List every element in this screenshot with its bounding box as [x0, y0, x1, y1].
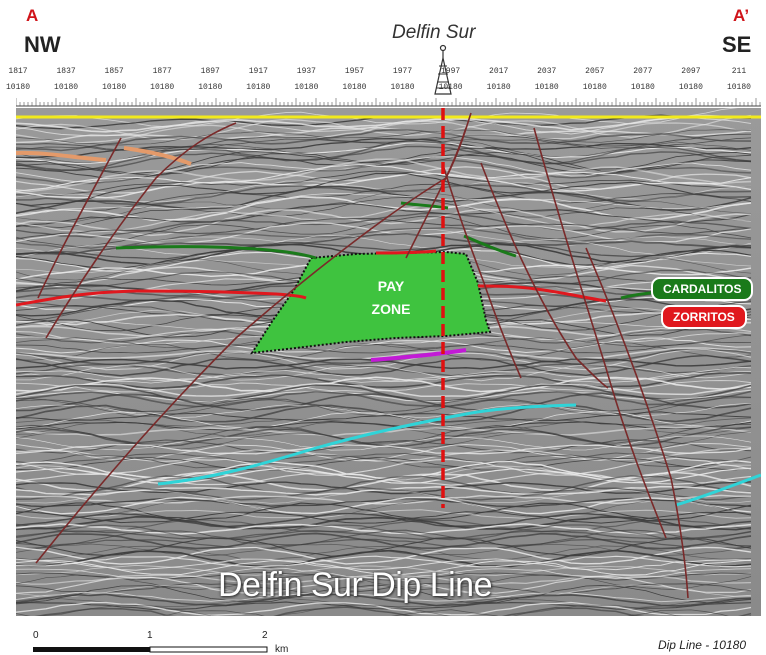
fault-line: [45, 122, 237, 339]
pay-zone-label-line1: PAY: [378, 278, 405, 294]
trace-number: 2097: [681, 67, 701, 76]
line-number: 10180: [294, 83, 319, 92]
line-number: 10180: [534, 83, 559, 92]
zorritos-horizon: [16, 249, 742, 316]
scale-bar: [33, 646, 268, 653]
line-number: 10180: [390, 83, 415, 92]
trace-number: 1877: [152, 67, 172, 76]
dip-line-caption: Dip Line - 10180: [657, 638, 746, 652]
scale-zero-label: 0: [33, 630, 39, 641]
trace-number: 2037: [537, 67, 557, 76]
section-start-label: A: [26, 6, 39, 25]
line-number: 10180: [438, 83, 463, 92]
magenta-horizon: [370, 348, 467, 362]
pay-zone-label-line2: ZONE: [372, 301, 411, 317]
well-derrick-icon: [434, 44, 452, 95]
scale-two-label: 2: [262, 630, 268, 641]
line-number: 10180: [342, 83, 367, 92]
trace-number: 1977: [392, 67, 413, 76]
trace-number: 1857: [104, 67, 124, 76]
line-number: 10180: [630, 83, 655, 92]
direction-se-label: SE: [722, 32, 752, 57]
fault-line: [480, 162, 609, 389]
cardalitos-badge: CARDALITOS: [651, 277, 754, 301]
seismic-section: PAY ZONE: [16, 108, 761, 616]
trace-number: 211: [731, 67, 747, 76]
section-end-label: A’: [733, 6, 750, 25]
direction-nw-label: NW: [24, 32, 61, 57]
trace-number: 1817: [8, 67, 28, 76]
fault-line: [585, 247, 689, 599]
well-title: Delfin Sur: [392, 22, 476, 43]
trace-number: 1837: [56, 67, 76, 76]
fault-line: [405, 127, 467, 259]
trace-number: 1937: [296, 67, 316, 76]
section-overlay-title: Delfin Sur Dip Line: [218, 566, 492, 604]
trace-number: 1917: [248, 67, 268, 76]
fault-line: [37, 137, 122, 299]
cardalitos-horizon: [115, 201, 677, 300]
line-number: 10180: [486, 83, 511, 92]
line-number: 10180: [678, 83, 703, 92]
line-number: 10180: [246, 83, 271, 92]
trace-number: 2077: [633, 67, 653, 76]
line-number: 10180: [5, 83, 31, 92]
trace-number: 2057: [585, 67, 605, 76]
line-number: 10180: [198, 83, 223, 92]
line-number: 10180: [54, 83, 79, 92]
line-number: 10180: [150, 83, 175, 92]
zorritos-badge: ZORRITOS: [661, 305, 747, 329]
cyan-horizon: [157, 403, 761, 507]
shallow-orange-horizon: [16, 146, 192, 166]
fault-lines: [35, 112, 689, 599]
line-number: 10180: [726, 83, 751, 92]
trace-number: 1897: [200, 67, 220, 76]
trace-number: 1997: [440, 67, 461, 76]
trace-number: 1957: [344, 67, 365, 76]
trace-number: 2017: [489, 67, 509, 76]
scale-one-label: 1: [147, 630, 153, 641]
line-number: 10180: [582, 83, 607, 92]
fault-line: [443, 167, 522, 379]
scale-unit-label: km: [275, 644, 289, 655]
line-number: 10180: [102, 83, 127, 92]
fault-line: [533, 127, 667, 539]
trace-ruler: [16, 98, 761, 107]
